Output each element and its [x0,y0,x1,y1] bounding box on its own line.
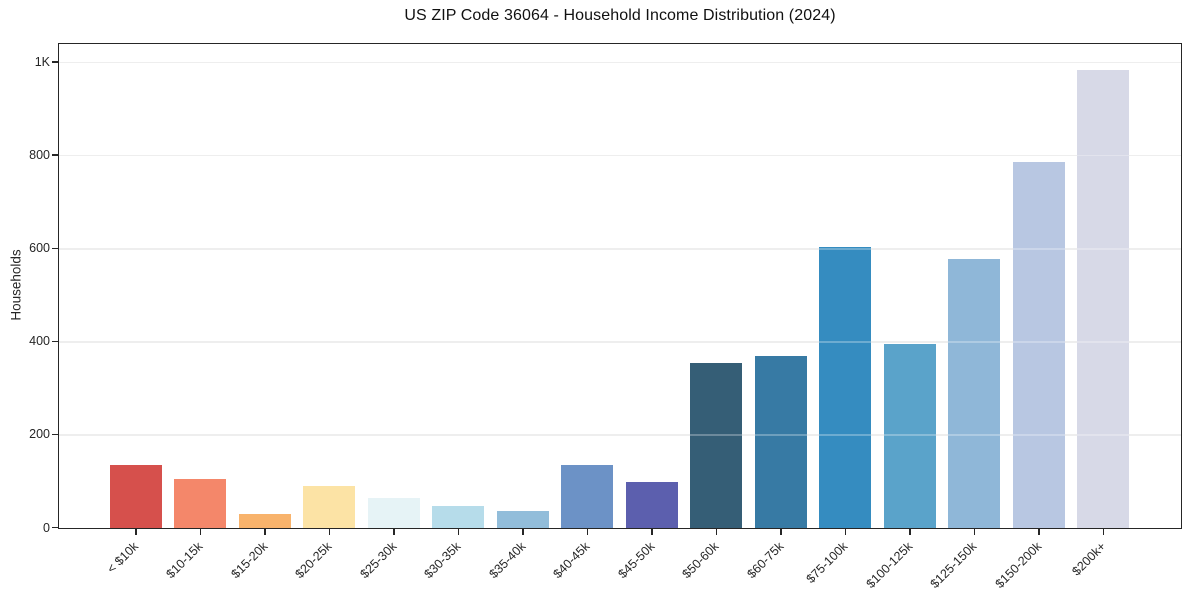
x-tick-label: $200k+ [1069,539,1109,579]
bar [303,486,355,528]
gridline [59,62,1181,64]
x-tick-mark [1102,529,1105,535]
bar [819,246,871,528]
y-tick-label: 400 [29,334,50,349]
y-tick-mark [52,340,58,343]
x-tick-mark [909,529,911,535]
bar [432,505,484,528]
x-tick-mark [780,529,782,535]
bar [948,259,1000,528]
x-tick-label: $30-35k [421,539,464,582]
x-tick-mark [586,529,589,535]
bar [1012,161,1065,528]
y-tick-label: 200 [29,427,50,442]
y-tick-mark [52,247,58,250]
x-tick-mark [328,529,331,535]
y-tick-mark [52,154,58,157]
bar [625,482,678,528]
x-tick-mark [715,529,718,535]
x-tick-mark [844,529,847,535]
x-tick-mark [264,529,266,535]
x-tick-label: $150-200k [992,539,1045,590]
bar [561,465,613,528]
x-tick-label: $10-15k [163,539,206,582]
gridline [59,248,1181,250]
x-tick-label: $20-25k [292,539,335,582]
y-tick-mark [52,433,58,436]
bar [754,355,807,528]
y-tick-label: 1K [34,55,50,70]
x-tick-mark [651,529,653,535]
gridline [59,341,1181,343]
bar [367,497,420,528]
x-tick-label: $40-45k [550,539,593,582]
x-tick-mark [393,529,395,535]
x-tick-label: $45-50k [615,539,658,582]
y-axis-label: Households [8,249,24,321]
x-tick-mark [135,529,137,535]
x-tick-mark [1038,529,1040,535]
chart-title: US ZIP Code 36064 - Household Income Dis… [404,7,836,24]
gridline-overlay [59,248,1181,250]
x-tick-label: $100-125k [863,539,916,590]
y-tick-mark [52,526,58,529]
bar [238,514,291,528]
x-tick-mark [522,529,524,535]
x-tick-label: $75-100k [803,539,851,587]
x-tick-label: < $10k [104,539,142,576]
y-tick-label: 800 [29,148,50,163]
x-tick-mark [199,529,202,535]
gridline-overlay [59,155,1181,157]
bar [109,465,162,528]
x-tick-label: $35-40k [486,539,529,582]
x-tick-mark [457,529,460,535]
bar [883,343,936,528]
x-tick-label: $15-20k [228,539,271,582]
gridline-overlay [59,62,1181,64]
y-tick-mark [52,61,58,63]
bar [1077,69,1129,528]
bar [174,479,226,528]
x-tick-label: $25-30k [357,539,400,582]
x-tick-label: $50-60k [679,539,722,582]
y-tick-label: 0 [43,520,50,535]
gridline-overlay [59,341,1181,343]
gridline-overlay [59,434,1181,436]
x-tick-mark [973,529,976,535]
x-tick-label: $60-75k [744,539,787,582]
bar [690,362,742,528]
plot-area [58,43,1182,529]
bar [496,510,549,528]
x-tick-label: $125-150k [928,539,980,590]
gridline [59,155,1181,157]
gridline [59,434,1181,436]
y-tick-label: 600 [29,241,50,256]
